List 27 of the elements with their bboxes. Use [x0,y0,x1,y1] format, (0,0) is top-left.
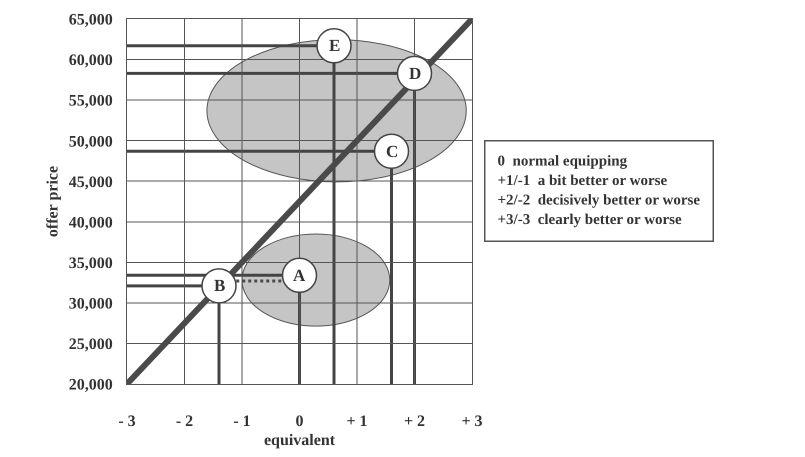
y-tick-label: 30,000 [68,295,113,312]
y-tick-label: 55,000 [68,92,113,110]
annotation: D [409,64,422,83]
y-tick-label: 40,000 [68,214,113,232]
annotation: A [293,266,306,285]
point [374,133,410,169]
x-tick-label: - 2 [176,413,194,430]
annotation: B [214,276,226,295]
annotation: E [329,36,340,55]
y-tick-label: 20,000 [68,376,113,394]
point [316,28,352,64]
y-tick-label: 65,000 [68,12,113,29]
x-axis-title: equivalent [264,432,336,449]
y-tick-label: 25,000 [68,336,113,354]
annotation: C [386,142,398,161]
text: 0 normal equipping +1/-1 a bit better or worse +2/-2 decisively better or worse +3/-3 clearly better or worse [498,154,700,228]
y-tick-label: 50,000 [68,133,113,150]
y-tick-label: 35,000 [68,254,113,272]
x-tick-label: + 2 [404,413,426,430]
y-axis-title: offer price [44,166,62,238]
x-tick-label: 0 [296,413,304,430]
x-tick-label: + 1 [346,413,368,430]
x-tick-label: + 3 [461,413,483,430]
x-tick-label: - 3 [118,413,136,430]
x-tick-label: - 1 [233,413,251,430]
y-tick-label: 60,000 [68,52,113,70]
y-tick-label: 45,000 [68,174,113,191]
